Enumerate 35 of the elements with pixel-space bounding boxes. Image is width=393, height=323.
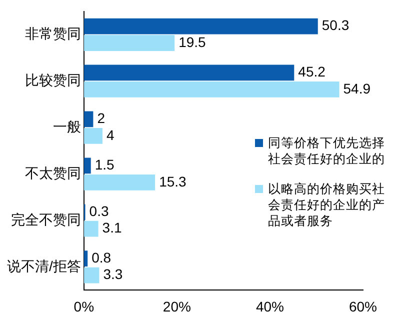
bar <box>84 158 91 174</box>
y-tick-label: 完全不赞同 <box>10 211 81 228</box>
data-label: 50.3 <box>322 17 350 34</box>
x-tick-label: 0% <box>74 298 94 314</box>
bar <box>84 64 294 81</box>
data-label: 3.1 <box>102 220 122 236</box>
legend-label: 同等价格下优先选择社会责任好的企业的 <box>268 135 386 167</box>
x-tick-label: 60% <box>348 298 378 314</box>
y-tick-label: 非常赞同 <box>24 25 81 42</box>
y-tick-label: 一般 <box>52 118 81 134</box>
data-label: 1.5 <box>94 156 115 173</box>
data-label: 3.3 <box>103 266 123 282</box>
x-tick-label: 40% <box>256 298 284 314</box>
data-label: 45.2 <box>298 64 326 80</box>
data-label: 2 <box>97 110 106 126</box>
bar <box>84 220 98 237</box>
y-tick-label: 说不清/拒答 <box>7 258 81 274</box>
data-label: 0.3 <box>89 202 109 219</box>
bar <box>84 128 102 144</box>
bar <box>84 35 175 51</box>
data-label: 4 <box>106 126 114 143</box>
data-label: 19.5 <box>178 34 206 50</box>
bar <box>84 174 156 190</box>
y-tick-label: 比较赞同 <box>24 72 81 88</box>
bar <box>84 82 340 98</box>
bar <box>84 18 318 34</box>
bar <box>84 267 100 284</box>
data-label: 0.8 <box>92 249 112 266</box>
y-tick-label: 不太赞同 <box>24 164 81 181</box>
data-label: 15.3 <box>159 173 187 190</box>
bar <box>84 250 88 267</box>
x-tick-label: 20% <box>162 298 191 314</box>
data-label: 54.9 <box>343 80 371 96</box>
legend-label: 以略高的价格购买社会责任好的企业的产品或者服务 <box>268 181 386 229</box>
bar <box>84 111 94 128</box>
